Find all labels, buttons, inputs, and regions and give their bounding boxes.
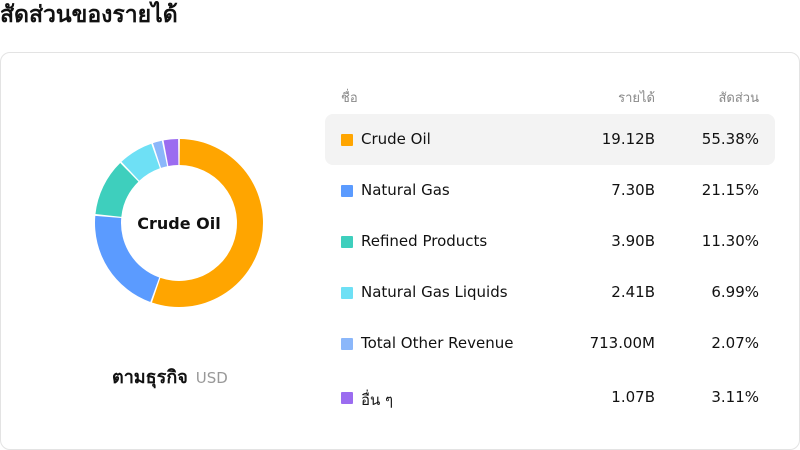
row-revenue: 7.30B (611, 181, 655, 199)
donut-slice-4[interactable] (121, 143, 160, 181)
donut-svg (95, 139, 264, 307)
page-title: สัดส่วนของรายได้ (0, 2, 178, 28)
donut-slice-5[interactable] (152, 140, 168, 168)
row-name: อื่น ๆ (361, 391, 394, 409)
row-name: Natural Gas Liquids (361, 283, 508, 301)
row-revenue: 1.07B (611, 388, 655, 406)
table-header: ชื่อ รายได้ สัดส่วน (325, 85, 775, 109)
table-row[interactable]: Total Other Revenue 713.00M 2.07% (325, 318, 775, 369)
row-share: 2.07% (711, 334, 759, 352)
donut-slice-3[interactable] (95, 162, 139, 217)
legend-swatch (341, 287, 353, 299)
row-name: Refined Products (361, 232, 488, 250)
row-revenue: 713.00M (589, 334, 655, 352)
currency-label: USD (195, 369, 228, 387)
row-revenue: 3.90B (611, 232, 655, 250)
table-row[interactable]: Refined Products 3.90B 11.30% (325, 216, 775, 267)
legend-swatch (341, 236, 353, 248)
row-share: 3.11% (711, 388, 759, 406)
table-row[interactable]: Crude Oil 19.12B 55.38% (325, 114, 775, 165)
donut-slice-2[interactable] (95, 215, 160, 302)
row-share: 55.38% (701, 130, 759, 148)
row-name: Natural Gas (361, 181, 450, 199)
header-name: ชื่อ (341, 91, 358, 106)
row-revenue: 19.12B (601, 130, 655, 148)
legend-swatch (341, 392, 353, 404)
header-revenue: รายได้ (618, 91, 655, 106)
row-revenue: 2.41B (611, 283, 655, 301)
donut-slice-1[interactable] (151, 139, 264, 307)
header-share: สัดส่วน (718, 91, 760, 106)
revenue-table: ชื่อ รายได้ สัดส่วน Crude Oil 19.12B 55.38… (325, 85, 775, 409)
legend-swatch (341, 134, 353, 146)
legend-swatch (341, 338, 353, 350)
table-row[interactable]: อื่น ๆ 1.07B 3.11% (325, 372, 775, 423)
table-row[interactable]: Natural Gas 7.30B 21.15% (325, 165, 775, 216)
row-share: 11.30% (701, 232, 759, 250)
row-share: 21.15% (701, 181, 759, 199)
donut-chart[interactable]: Crude Oil (92, 133, 266, 313)
segment-caption: ตามธุรกิจ USD (112, 362, 228, 388)
table-row[interactable]: Natural Gas Liquids 2.41B 6.99% (325, 267, 775, 318)
row-name: Total Other Revenue (361, 334, 514, 352)
row-name: Crude Oil (361, 130, 431, 148)
legend-swatch (341, 185, 353, 197)
donut-slice-6[interactable] (163, 139, 179, 166)
segment-by-label: ตามธุรกิจ (112, 367, 188, 388)
row-share: 6.99% (711, 283, 759, 301)
